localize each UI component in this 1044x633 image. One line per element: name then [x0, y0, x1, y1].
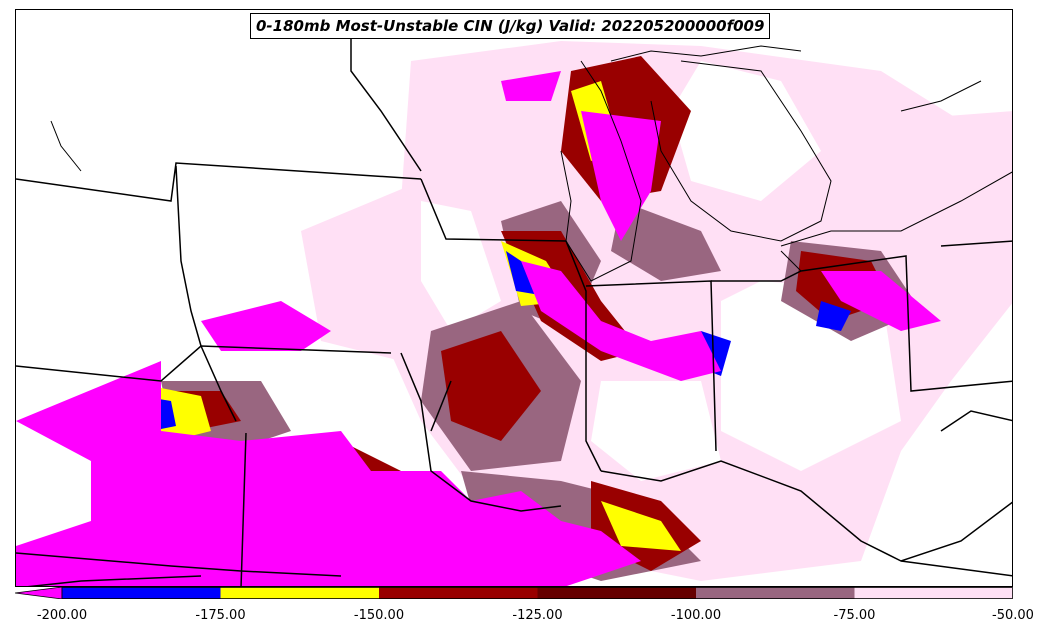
map-panel: [15, 9, 1013, 587]
colorbar-tick-label: -150.00: [353, 608, 405, 623]
colorbar-outline: [61, 587, 1013, 599]
colorbar-tick-label: -125.00: [512, 608, 563, 623]
colorbar-bin: [220, 587, 379, 599]
colorbar-tick-label: -50.00: [992, 608, 1034, 623]
political-boundaries: [16, 21, 1012, 586]
colorbar-bin: [537, 587, 696, 599]
colorbar-bin: [854, 587, 1013, 599]
colorbar-tick-label: -175.00: [195, 608, 246, 623]
colorbar-graphic: [15, 587, 1013, 599]
colorbar-tick-label: -75.00: [833, 608, 876, 623]
colorbar-tick-label: -200.00: [36, 608, 88, 623]
coastlines: [50, 45, 1012, 282]
colorbar-bin: [379, 587, 538, 599]
map-title: 0-180mb Most-Unstable CIN (J/kg) Valid: …: [250, 13, 771, 39]
no-cin-areas: [221, 61, 901, 481]
cin-field-map: [16, 21, 1012, 586]
colorbar-under-extension: [15, 587, 63, 599]
very-strong-cin-shading: [16, 71, 941, 586]
colorbar: [15, 587, 1013, 599]
colorbar-tick-label: -100.00: [670, 608, 722, 623]
colorbar-bin: [62, 587, 221, 599]
colorbar-bin: [696, 587, 855, 599]
